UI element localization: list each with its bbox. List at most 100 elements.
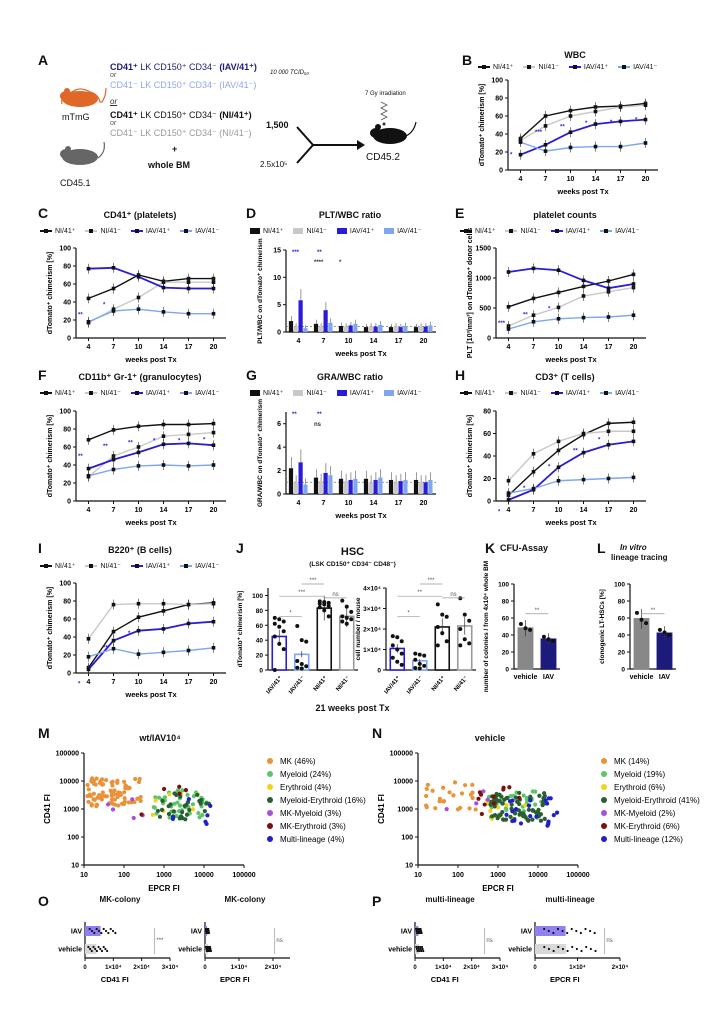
data-point <box>588 929 592 933</box>
data-point <box>86 655 91 659</box>
significance-label: ** <box>103 444 108 450</box>
data-point <box>581 477 586 482</box>
data-point <box>505 795 510 800</box>
panel-j-subtitle: (LSK CD150⁺ CD34⁻ CD48⁻) <box>309 561 396 568</box>
data-point <box>111 646 116 651</box>
data-point <box>277 641 282 646</box>
data-point <box>161 601 166 606</box>
series-line <box>87 603 214 640</box>
data-point <box>551 813 556 818</box>
legend-label: NI/41⁺ <box>493 64 514 71</box>
x-tick-label: 10 <box>345 500 353 507</box>
bar <box>535 944 567 954</box>
or-label-mid: or <box>110 97 118 106</box>
bar <box>363 478 369 494</box>
y-tick-label: 0 <box>499 168 503 175</box>
data-point <box>459 791 465 796</box>
panel-label-n: N <box>372 725 383 741</box>
data-point <box>186 602 191 607</box>
data-point <box>207 931 211 935</box>
data-point <box>103 794 108 799</box>
y-tick-label: 1000 <box>63 807 79 814</box>
data-point <box>177 803 183 808</box>
data-point <box>161 285 166 290</box>
data-point <box>631 313 636 317</box>
legend-label: IAV/41⁺ <box>349 228 375 235</box>
x-tick-label: 7 <box>112 679 116 686</box>
legend-label: NI/41⁻ <box>520 228 541 235</box>
chart-F: 0 20 40 60 80 100 dTomato⁺ chimerism [%] 4 7 10 14… <box>47 409 226 527</box>
y-tick-label: 1500 <box>475 246 491 253</box>
data-point <box>513 795 519 800</box>
legend-label: MK-Erythroid (6%) <box>614 822 680 831</box>
x-tick-label: 4 <box>87 344 91 351</box>
legend-marker <box>267 797 273 803</box>
legend-label: NI/41⁻ <box>538 64 559 71</box>
bar <box>343 481 348 494</box>
data-point <box>543 798 548 803</box>
series-line <box>88 431 214 478</box>
data-point <box>417 927 421 931</box>
x-tick-label: 2×10⁴ <box>612 965 629 971</box>
data-point <box>662 630 667 635</box>
significance-label: * <box>339 260 342 266</box>
x-tick-label: 1×10⁴ <box>231 965 248 971</box>
bar <box>378 477 383 494</box>
data-point <box>191 794 197 799</box>
x-axis-label: CD41 FI <box>101 975 129 984</box>
data-point <box>643 141 648 145</box>
legend-marker <box>267 823 273 829</box>
significance-label: ** <box>573 449 578 455</box>
data-point <box>500 801 505 806</box>
data-point <box>100 790 105 795</box>
panel-d-legend: NI/41⁺ NI/41⁻ IAV/41⁺ IAV/41⁻ <box>250 227 421 235</box>
significance-label: *** <box>309 578 317 584</box>
chart-D: 0 5 10 15 PLT/WBC on dTomato⁺ chimerism 4 7 10 1… <box>257 238 436 358</box>
data-point <box>161 434 166 438</box>
data-point <box>618 105 623 109</box>
x-tick-label: 20 <box>210 507 218 514</box>
data-point <box>100 949 104 953</box>
x-tick-label: 7 <box>112 344 116 351</box>
data-point <box>162 795 168 800</box>
data-point <box>531 469 536 474</box>
data-point <box>110 783 115 788</box>
legend-swatch <box>568 65 581 70</box>
data-point <box>417 945 420 949</box>
data-point <box>420 945 424 949</box>
chart-N: 10 100 1000 10000 100000 10 100 1000 10000 100000… <box>377 751 700 894</box>
panel-b-title: WBC <box>564 50 586 60</box>
data-point <box>97 929 101 933</box>
x-tick-label: IAV <box>543 674 554 681</box>
data-point <box>390 655 395 660</box>
legend-label: IAV/41⁺ <box>565 390 591 397</box>
data-point <box>444 806 449 812</box>
x-axis-label: EPCR FI <box>148 884 180 893</box>
data-point <box>180 810 185 815</box>
y-tick-label: 100 <box>614 582 625 589</box>
marker-bold: CD41⁺ <box>110 62 138 72</box>
data-point <box>111 286 116 291</box>
x-tick-label: 17 <box>185 679 193 686</box>
data-point <box>207 927 210 931</box>
data-point <box>186 621 191 626</box>
data-point <box>418 929 421 933</box>
y-axis-label: dTomato⁺ chimerism [%] <box>47 252 54 335</box>
significance-label: ** <box>103 646 108 652</box>
data-point <box>95 949 98 953</box>
data-point <box>631 439 636 444</box>
data-point <box>657 627 662 632</box>
panel-k-title: CFU-Assay <box>500 543 549 553</box>
bar <box>328 322 333 332</box>
x-tick-label: 2×10⁴ <box>133 965 150 971</box>
data-point <box>413 665 418 670</box>
legend-item: NI/41⁻ <box>85 562 121 570</box>
x-axis-label: weeks post Tx <box>124 518 177 527</box>
data-point <box>299 666 304 671</box>
chart-J1: 0 20 40 60 80 100 dTomato⁺ chimerism [%] IAV/41… <box>237 578 358 695</box>
legend-marker <box>601 758 607 764</box>
data-point <box>190 802 196 807</box>
competitor-mouse-label: CD45.1 <box>60 178 91 188</box>
x-tick-label: 10 <box>135 679 143 686</box>
